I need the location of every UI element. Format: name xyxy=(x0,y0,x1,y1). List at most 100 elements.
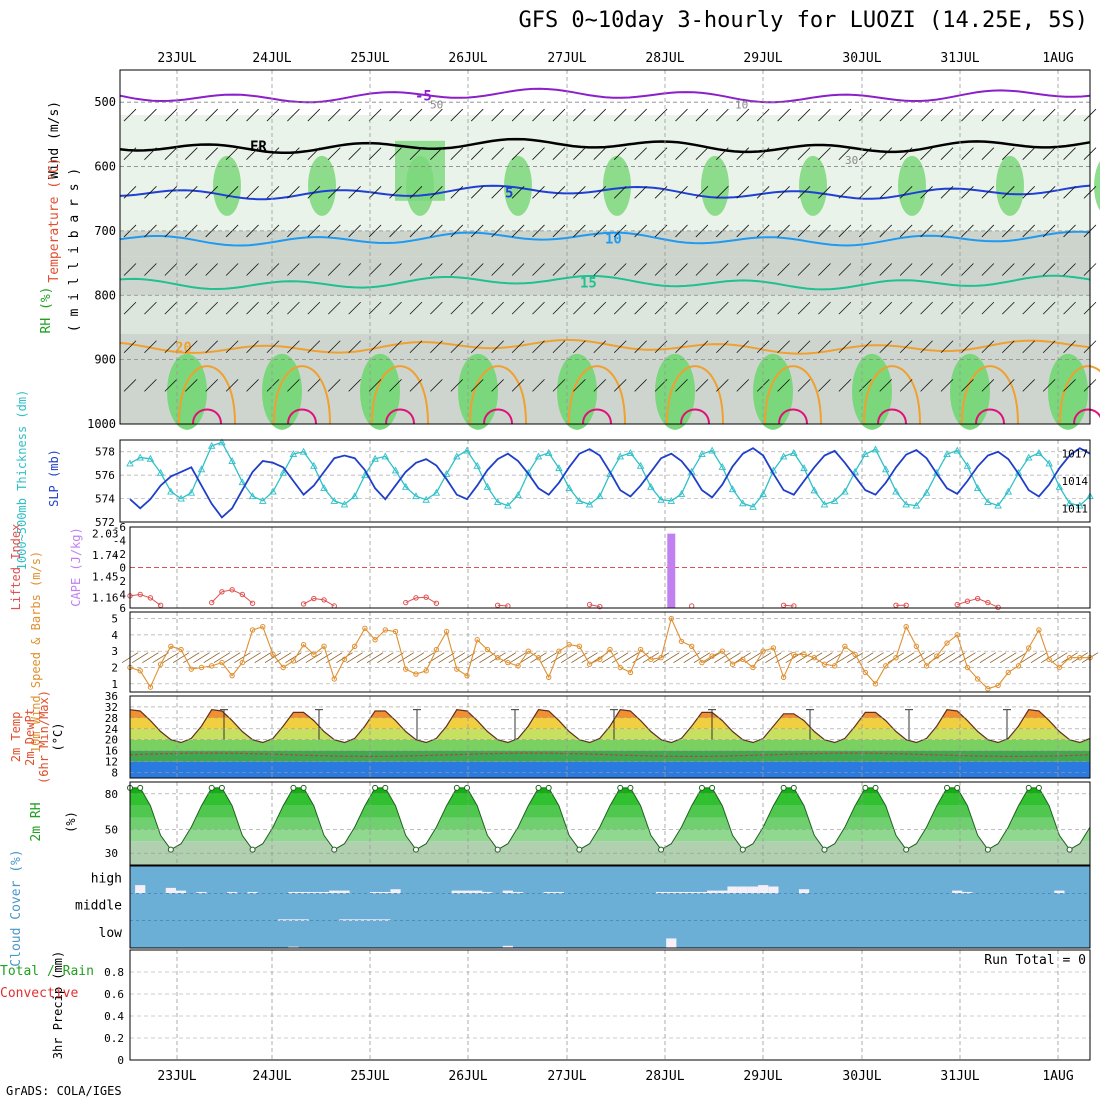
wind-barb xyxy=(450,379,464,392)
wind-barb xyxy=(246,379,259,392)
wind-speed-point xyxy=(740,656,746,663)
wind-barb xyxy=(1002,147,1015,160)
lifted-index-point xyxy=(300,601,307,607)
date-label-top: 29JUL xyxy=(743,51,782,66)
wind-speed-point xyxy=(893,655,899,661)
thickness-point xyxy=(871,445,880,453)
wind-speed-point xyxy=(627,669,634,676)
axis-label: RH (%) xyxy=(39,287,54,334)
temp-band xyxy=(130,696,1090,707)
lifted-index-point xyxy=(964,598,971,604)
wind-speed-point xyxy=(382,627,389,633)
cloud-gap-bar xyxy=(339,919,350,921)
wind-barb xyxy=(307,263,321,276)
wind-speed-point xyxy=(372,637,378,643)
wind-barb xyxy=(348,263,361,276)
thickness-point xyxy=(881,465,890,473)
temp-tick-label: 24 xyxy=(105,723,119,736)
wind-barb-10m xyxy=(612,652,629,664)
wind-barb xyxy=(184,379,198,392)
isotherm-arch xyxy=(371,365,429,425)
wind-speed-point xyxy=(719,648,726,654)
wind-speed-point xyxy=(290,658,297,664)
thickness-point xyxy=(320,484,328,491)
wind-barb xyxy=(532,379,545,392)
wind-speed-point xyxy=(137,668,143,674)
wind-barb xyxy=(511,186,525,199)
wind-speed-point xyxy=(464,672,470,679)
lifted-index-point xyxy=(209,599,215,606)
slp-tick-label: 1011 xyxy=(1062,502,1089,515)
wind-barb xyxy=(511,301,525,315)
thickness-tick-label: 574 xyxy=(95,493,115,506)
wind-barb xyxy=(736,108,750,122)
wind-barb xyxy=(123,263,137,276)
wind-speed-point xyxy=(903,623,909,630)
wind-barb-10m xyxy=(132,652,149,664)
lifted-index-point xyxy=(433,600,440,606)
wind-barb xyxy=(777,301,790,315)
thickness-point xyxy=(636,461,645,469)
wind-barb xyxy=(859,301,872,315)
cloud-gap-bar xyxy=(359,919,370,921)
wind-speed-point xyxy=(974,676,981,682)
wind-speed-point xyxy=(1046,656,1052,663)
wind-barb xyxy=(818,301,831,315)
wind-barb xyxy=(511,379,525,392)
thickness-point xyxy=(177,494,185,502)
wind-barb xyxy=(940,186,954,199)
thickness-point xyxy=(330,496,339,504)
pressure-tick-label: 900 xyxy=(94,353,116,367)
isotherm-arch xyxy=(178,365,236,425)
wind-barb xyxy=(368,108,382,122)
wind-speed-point xyxy=(423,668,429,674)
wind-barb xyxy=(818,108,831,122)
wind-speed-point xyxy=(770,645,777,651)
rh-point xyxy=(954,784,961,791)
wind-speed-point xyxy=(433,646,440,653)
wind-barb-10m xyxy=(918,652,935,664)
thickness-point xyxy=(371,454,379,462)
isotherm-arch xyxy=(666,365,724,425)
wind-barb-10m xyxy=(509,652,527,664)
wind-barb xyxy=(675,147,688,160)
thickness-point xyxy=(412,492,420,500)
wind-barb xyxy=(225,301,239,315)
wind-barb xyxy=(859,263,872,276)
wind-barb-10m xyxy=(1030,652,1048,664)
wind-barb xyxy=(430,147,443,160)
wind-barb xyxy=(552,108,566,122)
wind-barb xyxy=(1042,224,1056,238)
temp-band xyxy=(130,750,1090,762)
thickness-point xyxy=(422,495,430,503)
wind-barb xyxy=(246,301,259,315)
isotherm-line xyxy=(119,87,1091,104)
rh-band xyxy=(130,793,1090,806)
wind-barb xyxy=(225,108,239,122)
thickness-point xyxy=(493,498,502,506)
wind-barb xyxy=(961,108,974,122)
temp-tick-label: 16 xyxy=(105,745,118,758)
wind-barb xyxy=(879,147,893,160)
wind-barb xyxy=(430,301,443,315)
axis-label: (6hr Min/Max) xyxy=(37,690,51,784)
wind-barb xyxy=(470,108,484,122)
wind-barb xyxy=(756,224,770,238)
axis-label: (°C) xyxy=(51,723,65,752)
thickness-point xyxy=(126,459,134,467)
wind-barb xyxy=(818,379,831,392)
wind-barb-10m xyxy=(254,652,271,664)
wind-barb xyxy=(797,379,811,392)
wind-barb xyxy=(961,301,974,315)
wind-barb xyxy=(511,263,525,276)
wind-speed-point xyxy=(801,651,807,658)
thickness-point xyxy=(259,496,267,504)
lifted-index-line xyxy=(783,604,794,607)
thickness-point xyxy=(1065,499,1074,507)
wind-barb xyxy=(1002,224,1015,238)
wind-barb xyxy=(675,379,688,392)
wind-barb xyxy=(593,340,607,354)
wind-speed-point xyxy=(219,659,225,666)
rh-moist-patch xyxy=(655,353,695,430)
lifted-index-point xyxy=(974,595,981,602)
